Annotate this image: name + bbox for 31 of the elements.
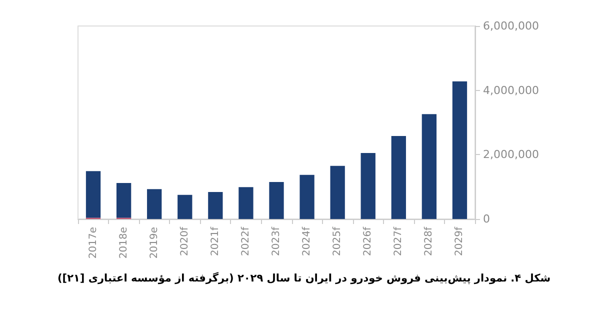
bar	[116, 182, 132, 218]
x-tick-label: 2017e	[88, 227, 99, 259]
y-tick-label: 2,000,000	[483, 148, 539, 162]
x-tick-label: 2022f	[240, 226, 252, 256]
x-tick-label: 2029f	[454, 226, 466, 256]
x-tick-label: 2018e	[118, 227, 130, 259]
bar	[422, 114, 437, 219]
x-tick-label: 2026f	[362, 226, 374, 256]
bar	[86, 171, 101, 218]
bar	[300, 174, 314, 219]
bar	[238, 187, 254, 219]
bar	[391, 136, 406, 219]
text: شکل ۴. نمودار پیش‌بینی فروش خودرو در ایران تا سال ۲۰۲۹ (برگرفته از مؤسسه اعتباری [۲۱])	[57, 272, 551, 284]
x-tick-label: 2025f	[332, 226, 344, 256]
bar	[208, 192, 223, 219]
y-tick-label: 0	[483, 212, 490, 226]
bar	[269, 182, 284, 219]
x-tick-label: 2020f	[179, 226, 190, 256]
bar	[147, 189, 162, 219]
x-tick-label: 2023f	[271, 226, 282, 256]
bar	[360, 153, 376, 219]
x-tick-label: 2021f	[210, 226, 221, 256]
bar	[330, 166, 345, 219]
x-tick-label: 2028f	[424, 226, 435, 256]
bar	[452, 81, 468, 219]
x-tick-label: 2027f	[393, 226, 404, 256]
bar	[178, 194, 192, 219]
y-tick-label: 4,000,000	[483, 84, 539, 97]
x-tick-label: 2019e	[148, 227, 160, 259]
x-tick-label: 2024f	[302, 226, 313, 256]
y-tick-label: 6,000,000	[483, 20, 539, 32]
